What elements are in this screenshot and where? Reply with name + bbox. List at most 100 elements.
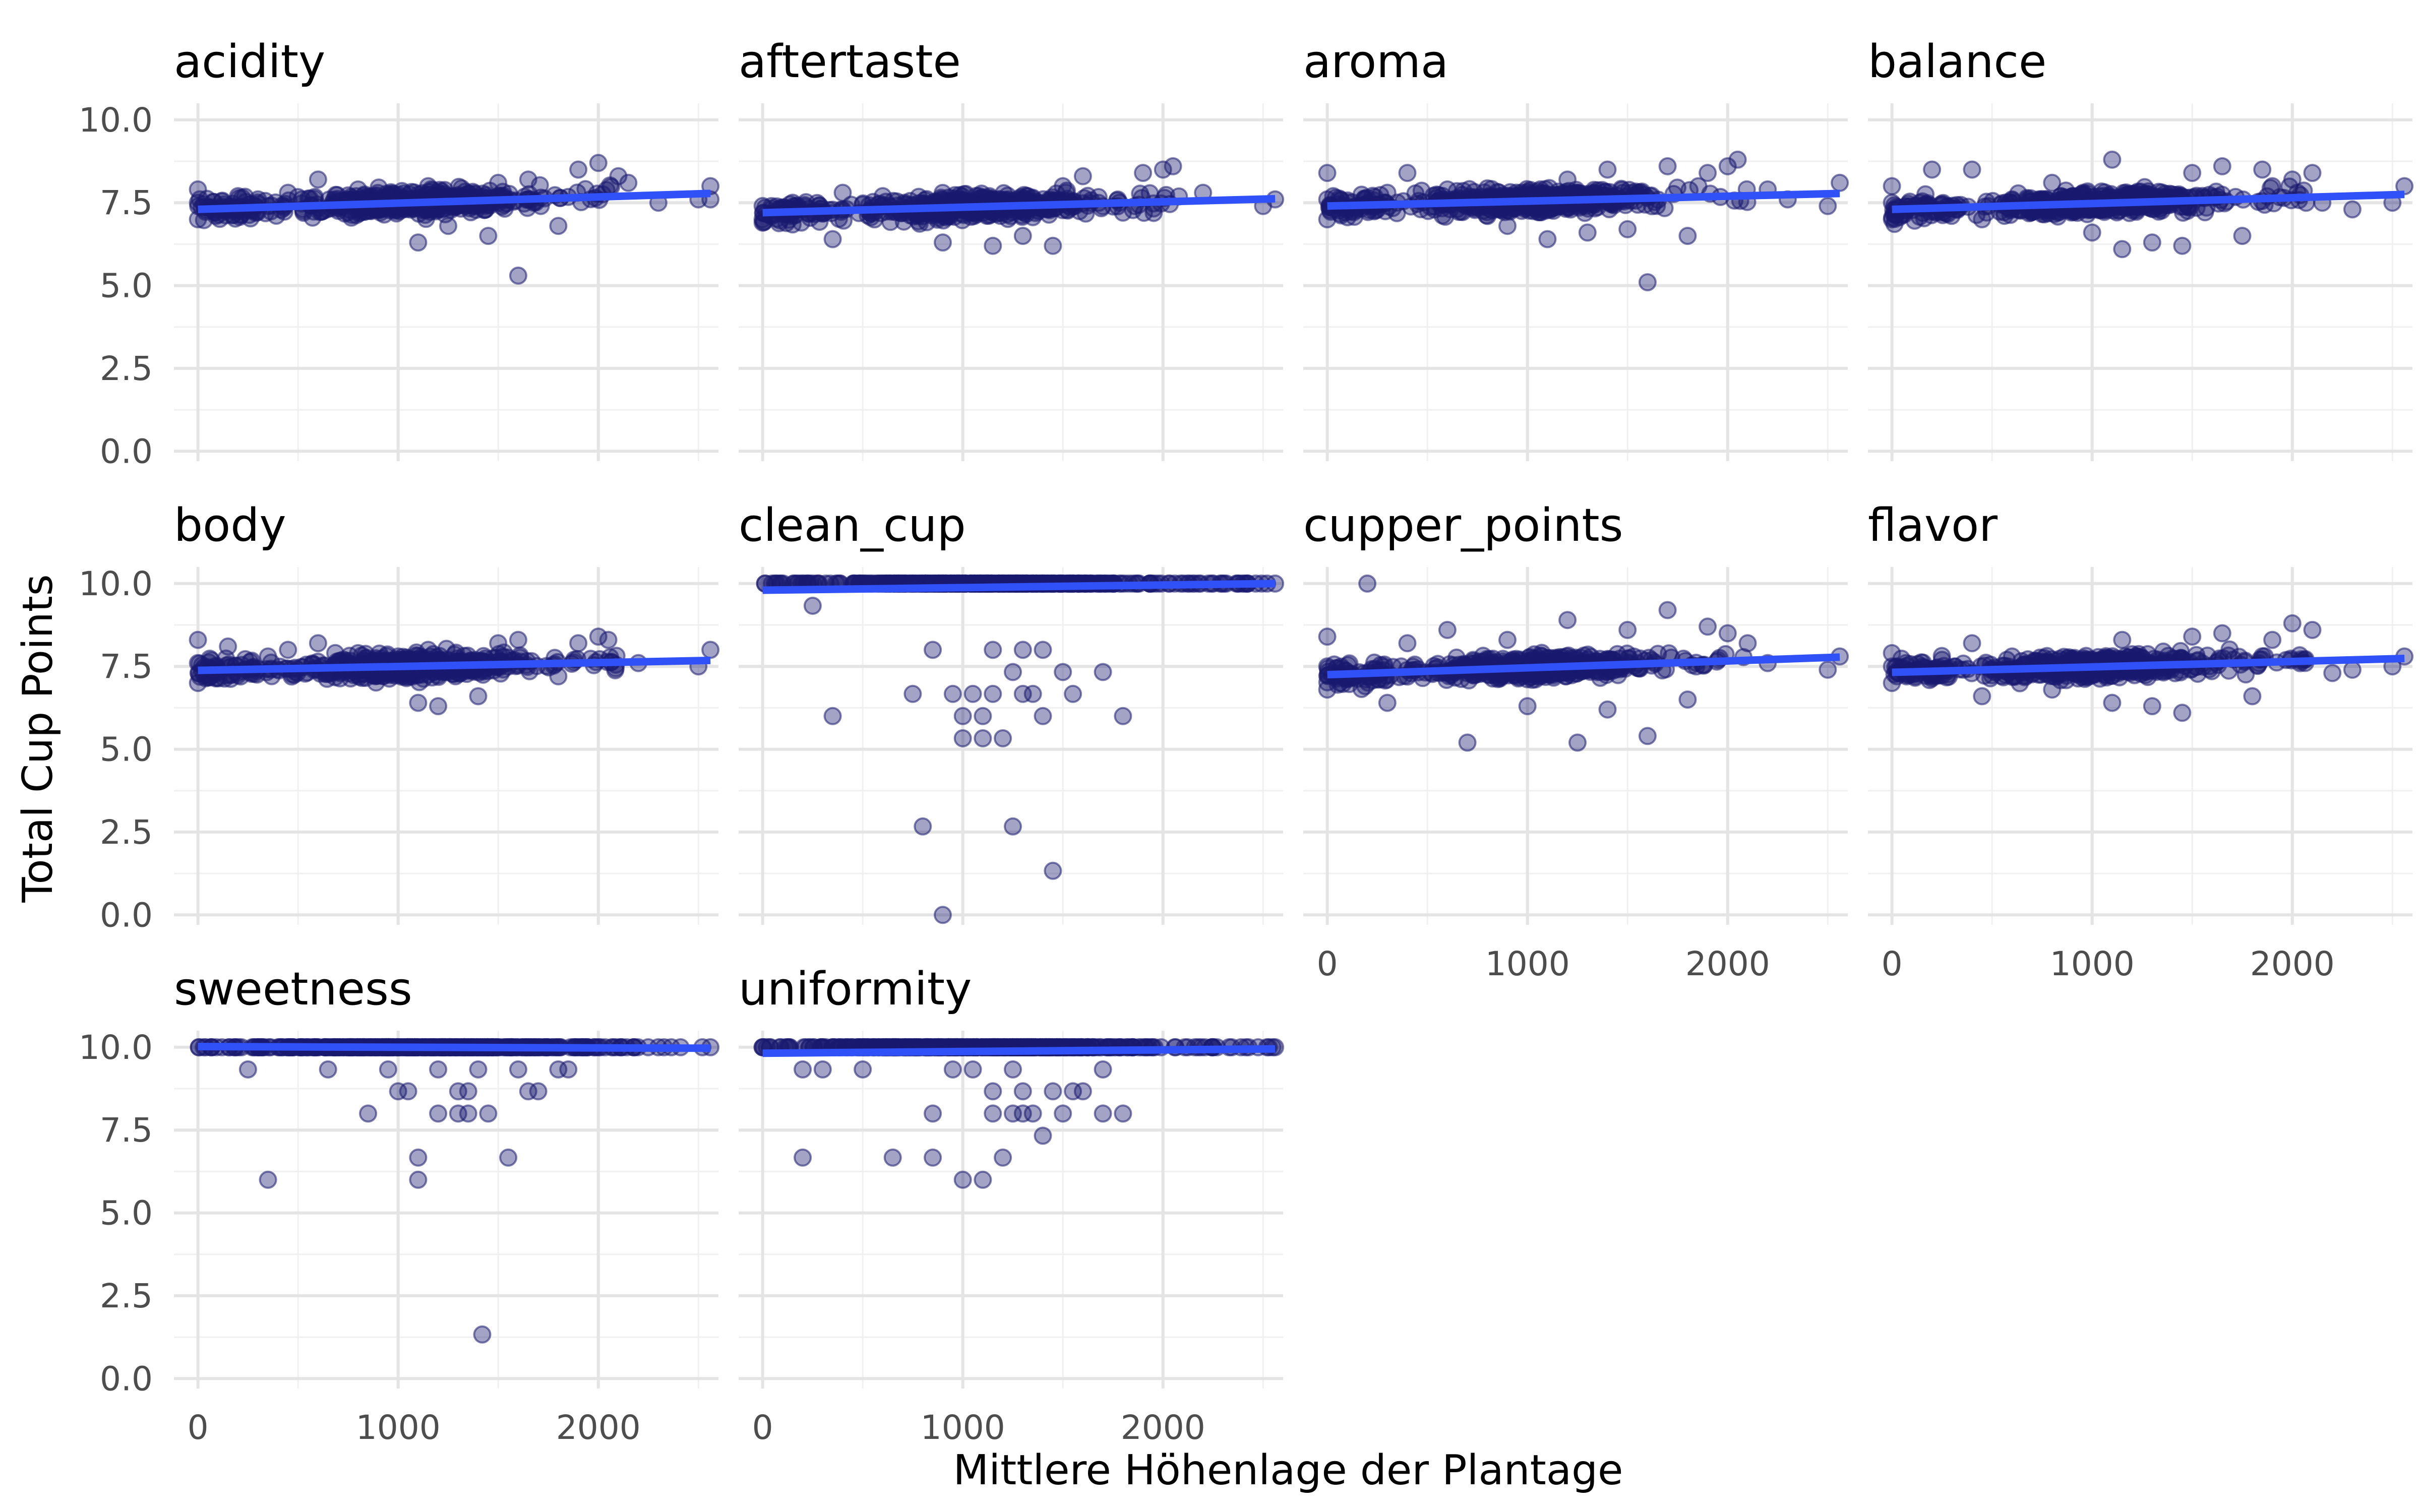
data-point xyxy=(1064,684,1082,703)
data-point xyxy=(2253,160,2272,179)
data-point xyxy=(753,213,772,232)
data-point xyxy=(1618,220,1637,238)
data-point xyxy=(439,217,457,235)
data-point xyxy=(2303,164,2322,182)
data-point xyxy=(1034,707,1052,725)
y-tick-label: 5.0 xyxy=(100,730,153,769)
data-point xyxy=(1004,817,1022,836)
data-point xyxy=(1718,624,1737,643)
y-tick-label: 2.5 xyxy=(100,813,153,852)
facet-panel-aroma: aroma xyxy=(1303,35,1849,461)
data-point xyxy=(1658,157,1677,175)
data-point xyxy=(189,180,207,199)
data-point xyxy=(349,180,368,199)
data-point xyxy=(309,170,327,189)
data-point xyxy=(429,697,448,716)
data-point xyxy=(924,641,942,659)
data-point xyxy=(189,631,207,649)
data-point xyxy=(1518,697,1537,716)
data-point xyxy=(1034,641,1052,659)
data-point xyxy=(489,173,508,192)
data-point xyxy=(1398,634,1417,653)
data-point xyxy=(1023,684,1042,703)
x-tick-label: 2000 xyxy=(1685,944,1770,983)
data-point xyxy=(2213,157,2231,175)
data-point xyxy=(2236,665,2255,684)
panel-grid xyxy=(1868,103,2412,461)
data-point xyxy=(943,684,962,703)
data-point xyxy=(259,647,277,666)
panel-grid xyxy=(739,103,1283,461)
data-point xyxy=(1738,634,1757,653)
data-point xyxy=(1073,167,1092,185)
data-point xyxy=(2263,177,2282,196)
data-point xyxy=(1558,611,1577,629)
panel-grid xyxy=(1303,103,1848,461)
data-point xyxy=(1699,164,1717,182)
data-point xyxy=(1318,627,1337,646)
data-point xyxy=(1318,680,1337,699)
data-point xyxy=(914,817,932,836)
data-point xyxy=(279,183,297,202)
data-point xyxy=(519,170,537,189)
data-point xyxy=(1054,177,1072,196)
data-point xyxy=(994,729,1012,747)
data-point xyxy=(1054,663,1072,681)
data-point xyxy=(569,160,588,179)
y-tick-label: 0.0 xyxy=(100,432,153,471)
trend-line xyxy=(198,190,711,213)
panel-points xyxy=(1318,150,1849,291)
data-point xyxy=(2283,170,2302,189)
data-point xyxy=(2196,203,2214,222)
data-point xyxy=(1154,160,1172,179)
data-point xyxy=(1094,663,1112,681)
data-point xyxy=(1318,210,1337,229)
data-point xyxy=(1358,574,1377,593)
data-point xyxy=(984,236,1002,255)
data-point xyxy=(1398,164,1417,182)
data-point xyxy=(1558,170,1577,189)
data-point xyxy=(1638,273,1657,291)
data-point xyxy=(1578,223,1597,242)
data-point xyxy=(1923,160,1942,179)
data-point xyxy=(409,233,428,252)
data-point xyxy=(1013,227,1032,245)
facet-title: acidity xyxy=(174,35,325,88)
y-tick-label: 5.0 xyxy=(100,267,153,305)
data-point xyxy=(873,187,892,206)
data-point xyxy=(1963,160,1981,179)
facet-title: cupper_points xyxy=(1303,499,1623,552)
data-point xyxy=(309,634,327,653)
data-point xyxy=(1883,177,1901,196)
data-point xyxy=(1114,707,1132,725)
data-point xyxy=(619,173,638,192)
data-point xyxy=(1378,694,1397,712)
data-point xyxy=(1044,236,1062,255)
data-point xyxy=(1831,173,1849,192)
panel-grid xyxy=(1868,567,2412,925)
data-point xyxy=(1044,861,1062,880)
data-point xyxy=(701,641,720,659)
data-point xyxy=(489,634,508,653)
y-tick-label: 7.5 xyxy=(100,647,153,686)
data-point xyxy=(1004,663,1022,681)
data-point xyxy=(1699,617,1717,636)
panel-grid xyxy=(174,103,718,461)
data-point xyxy=(2143,233,2161,252)
y-tick-label: 2.5 xyxy=(100,349,153,388)
data-point xyxy=(609,167,628,185)
data-point xyxy=(2183,164,2202,182)
data-point xyxy=(1438,180,1457,199)
data-point xyxy=(1318,164,1337,182)
facet-title: clean_cup xyxy=(739,499,966,552)
data-point xyxy=(189,674,207,692)
data-point xyxy=(1658,601,1677,619)
data-point xyxy=(984,684,1002,703)
data-point xyxy=(1598,160,1617,179)
data-point xyxy=(903,684,922,703)
